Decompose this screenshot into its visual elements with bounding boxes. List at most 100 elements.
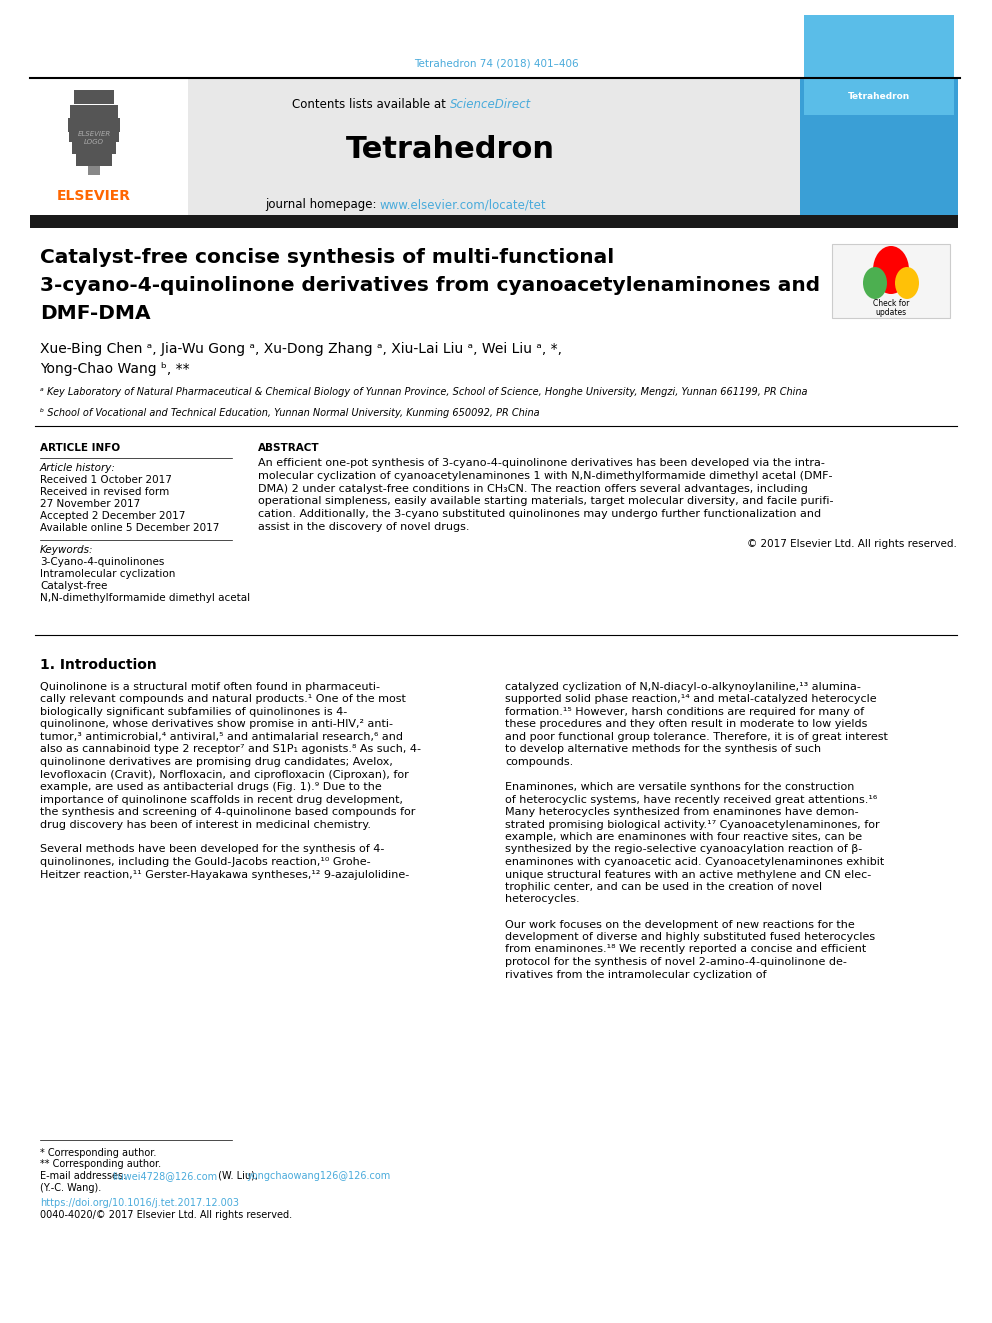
- Text: rivatives from the intramolecular cyclization of: rivatives from the intramolecular cycliz…: [505, 970, 767, 979]
- Text: Tetrahedron: Tetrahedron: [848, 93, 910, 101]
- Bar: [74, 90, 114, 105]
- Text: levofloxacin (Cravit), Norfloxacin, and ciprofloxacin (Ciproxan), for: levofloxacin (Cravit), Norfloxacin, and …: [40, 770, 409, 779]
- Text: drug discovery has been of interest in medicinal chemistry.: drug discovery has been of interest in m…: [40, 819, 371, 830]
- Bar: [88, 155, 100, 175]
- Bar: [68, 118, 120, 132]
- Text: to develop alternative methods for the synthesis of such: to develop alternative methods for the s…: [505, 745, 821, 754]
- Text: development of diverse and highly substituted fused heterocycles: development of diverse and highly substi…: [505, 931, 875, 942]
- Text: * Corresponding author.: * Corresponding author.: [40, 1148, 157, 1158]
- Text: Enaminones, which are versatile synthons for the construction: Enaminones, which are versatile synthons…: [505, 782, 854, 792]
- Text: 3-cyano-4-quinolinone derivatives from cyanoacetylenaminones and: 3-cyano-4-quinolinone derivatives from c…: [40, 277, 820, 295]
- Bar: [70, 105, 118, 119]
- Text: quinolinones, including the Gould-Jacobs reaction,¹⁰ Grohe-: quinolinones, including the Gould-Jacobs…: [40, 857, 371, 867]
- Circle shape: [863, 267, 887, 299]
- Text: Tetrahedron 74 (2018) 401–406: Tetrahedron 74 (2018) 401–406: [414, 58, 578, 67]
- Text: © 2017 Elsevier Ltd. All rights reserved.: © 2017 Elsevier Ltd. All rights reserved…: [747, 538, 957, 549]
- Text: also as cannabinoid type 2 receptor⁷ and S1P₁ agonists.⁸ As such, 4-: also as cannabinoid type 2 receptor⁷ and…: [40, 745, 421, 754]
- Text: trophilic center, and can be used in the creation of novel: trophilic center, and can be used in the…: [505, 882, 822, 892]
- Text: molecular cyclization of cyanoacetylenaminones 1 with N,N-dimethylformamide dime: molecular cyclization of cyanoacetylenam…: [258, 471, 832, 480]
- Text: DMF-DMA: DMF-DMA: [40, 304, 151, 323]
- Text: Accepted 2 December 2017: Accepted 2 December 2017: [40, 511, 186, 521]
- Circle shape: [873, 246, 909, 294]
- Bar: [69, 128, 119, 142]
- Text: the synthesis and screening of 4-quinolinone based compounds for: the synthesis and screening of 4-quinoli…: [40, 807, 416, 818]
- Text: ABSTRACT: ABSTRACT: [258, 443, 319, 452]
- Text: Catalyst-free: Catalyst-free: [40, 581, 107, 591]
- Bar: [30, 216, 958, 228]
- Text: ** Corresponding author.: ** Corresponding author.: [40, 1159, 161, 1170]
- Text: and poor functional group tolerance. Therefore, it is of great interest: and poor functional group tolerance. The…: [505, 732, 888, 742]
- Text: ELSEVIER: ELSEVIER: [57, 189, 131, 202]
- Text: Received 1 October 2017: Received 1 October 2017: [40, 475, 172, 486]
- Text: 27 November 2017: 27 November 2017: [40, 499, 140, 509]
- Bar: [800, 78, 958, 216]
- Bar: [832, 243, 950, 318]
- Text: ᵃ Key Laboratory of Natural Pharmaceutical & Chemical Biology of Yunnan Province: ᵃ Key Laboratory of Natural Pharmaceutic…: [40, 388, 807, 397]
- Text: Keywords:: Keywords:: [40, 545, 93, 556]
- Text: quinolinone, whose derivatives show promise in anti-HIV,² anti-: quinolinone, whose derivatives show prom…: [40, 720, 393, 729]
- Text: supported solid phase reaction,¹⁴ and metal-catalyzed heterocycle: supported solid phase reaction,¹⁴ and me…: [505, 695, 877, 705]
- Text: Contents lists available at: Contents lists available at: [293, 98, 450, 111]
- Text: example, are used as antibacterial drugs (Fig. 1).⁹ Due to the: example, are used as antibacterial drugs…: [40, 782, 382, 792]
- Text: www.elsevier.com/locate/tet: www.elsevier.com/locate/tet: [380, 198, 547, 210]
- Text: cation. Additionally, the 3-cyano substituted quinolinones may undergo further f: cation. Additionally, the 3-cyano substi…: [258, 509, 821, 519]
- Text: Available online 5 December 2017: Available online 5 December 2017: [40, 523, 219, 533]
- Text: 1. Introduction: 1. Introduction: [40, 658, 157, 672]
- Text: strated promising biological activity.¹⁷ Cyanoacetylenaminones, for: strated promising biological activity.¹⁷…: [505, 819, 880, 830]
- Bar: [76, 152, 112, 165]
- Text: catalyzed cyclization of N,N-diacyl-o-alkynoylaniline,¹³ alumina-: catalyzed cyclization of N,N-diacyl-o-al…: [505, 681, 861, 692]
- Bar: [30, 78, 800, 216]
- Text: Xue-Bing Chen ᵃ, Jia-Wu Gong ᵃ, Xu-Dong Zhang ᵃ, Xiu-Lai Liu ᵃ, Wei Liu ᵃ, *,: Xue-Bing Chen ᵃ, Jia-Wu Gong ᵃ, Xu-Dong …: [40, 343, 562, 356]
- Text: cally relevant compounds and natural products.¹ One of the most: cally relevant compounds and natural pro…: [40, 695, 406, 705]
- Text: Quinolinone is a structural motif often found in pharmaceuti-: Quinolinone is a structural motif often …: [40, 681, 380, 692]
- Text: E-mail addresses:: E-mail addresses:: [40, 1171, 130, 1181]
- Text: protocol for the synthesis of novel 2-amino-4-quinolinone de-: protocol for the synthesis of novel 2-am…: [505, 957, 847, 967]
- Text: updates: updates: [875, 308, 907, 318]
- Text: biologically significant subfamilies of quinolinones is 4-: biologically significant subfamilies of …: [40, 706, 347, 717]
- Text: (Y.-C. Wang).: (Y.-C. Wang).: [40, 1183, 101, 1193]
- Text: Our work focuses on the development of new reactions for the: Our work focuses on the development of n…: [505, 919, 855, 930]
- Text: importance of quinolinone scaffolds in recent drug development,: importance of quinolinone scaffolds in r…: [40, 795, 403, 804]
- Text: tumor,³ antimicrobial,⁴ antiviral,⁵ and antimalarial research,⁶ and: tumor,³ antimicrobial,⁴ antiviral,⁵ and …: [40, 732, 403, 742]
- Text: Many heterocycles synthesized from enaminones have demon-: Many heterocycles synthesized from enami…: [505, 807, 859, 818]
- Text: Tetrahedron: Tetrahedron: [345, 135, 555, 164]
- Text: Intramolecular cyclization: Intramolecular cyclization: [40, 569, 176, 579]
- Text: yongchaowang126@126.com: yongchaowang126@126.com: [247, 1171, 391, 1181]
- Text: ᵇ School of Vocational and Technical Education, Yunnan Normal University, Kunmin: ᵇ School of Vocational and Technical Edu…: [40, 407, 540, 418]
- Text: assist in the discovery of novel drugs.: assist in the discovery of novel drugs.: [258, 523, 469, 532]
- Text: unique structural features with an active methylene and CN elec-: unique structural features with an activ…: [505, 869, 871, 880]
- Text: An efficient one-pot synthesis of 3-cyano-4-quinolinone derivatives has been dev: An efficient one-pot synthesis of 3-cyan…: [258, 458, 825, 468]
- Text: journal homepage:: journal homepage:: [265, 198, 380, 210]
- Text: Yong-Chao Wang ᵇ, **: Yong-Chao Wang ᵇ, **: [40, 363, 189, 376]
- Text: compounds.: compounds.: [505, 757, 573, 767]
- Text: Received in revised form: Received in revised form: [40, 487, 170, 497]
- Text: operational simpleness, easily available starting materials, target molecular di: operational simpleness, easily available…: [258, 496, 833, 507]
- Circle shape: [895, 267, 919, 299]
- Text: example, which are enaminones with four reactive sites, can be: example, which are enaminones with four …: [505, 832, 862, 841]
- Text: liuwei4728@126.com: liuwei4728@126.com: [112, 1171, 217, 1181]
- Text: (W. Liu),: (W. Liu),: [215, 1171, 261, 1181]
- Text: ScienceDirect: ScienceDirect: [450, 98, 532, 111]
- Text: Catalyst-free concise synthesis of multi-functional: Catalyst-free concise synthesis of multi…: [40, 247, 614, 267]
- Bar: [72, 140, 116, 153]
- Text: enaminones with cyanoacetic acid. Cyanoacetylenaminones exhibit: enaminones with cyanoacetic acid. Cyanoa…: [505, 857, 884, 867]
- Bar: [30, 78, 188, 216]
- Text: 3-Cyano-4-quinolinones: 3-Cyano-4-quinolinones: [40, 557, 165, 568]
- Text: https://doi.org/10.1016/j.tet.2017.12.003: https://doi.org/10.1016/j.tet.2017.12.00…: [40, 1199, 239, 1208]
- Text: ELSEVIER
LOGO: ELSEVIER LOGO: [77, 131, 111, 144]
- Text: formation.¹⁵ However, harsh conditions are required for many of: formation.¹⁵ However, harsh conditions a…: [505, 706, 864, 717]
- Bar: [804, 15, 954, 115]
- Text: of heterocyclic systems, have recently received great attentions.¹⁶: of heterocyclic systems, have recently r…: [505, 795, 877, 804]
- Text: 0040-4020/© 2017 Elsevier Ltd. All rights reserved.: 0040-4020/© 2017 Elsevier Ltd. All right…: [40, 1211, 292, 1220]
- Text: synthesized by the regio-selective cyanoacylation reaction of β-: synthesized by the regio-selective cyano…: [505, 844, 862, 855]
- Text: DMA) 2 under catalyst-free conditions in CH₃CN. The reaction offers several adva: DMA) 2 under catalyst-free conditions in…: [258, 484, 807, 493]
- Text: Article history:: Article history:: [40, 463, 116, 474]
- Text: ARTICLE INFO: ARTICLE INFO: [40, 443, 120, 452]
- Text: these procedures and they often result in moderate to low yields: these procedures and they often result i…: [505, 720, 867, 729]
- Text: from enaminones.¹⁸ We recently reported a concise and efficient: from enaminones.¹⁸ We recently reported …: [505, 945, 866, 954]
- Text: quinolinone derivatives are promising drug candidates; Avelox,: quinolinone derivatives are promising dr…: [40, 757, 393, 767]
- Text: Several methods have been developed for the synthesis of 4-: Several methods have been developed for …: [40, 844, 384, 855]
- Text: N,N-dimethylformamide dimethyl acetal: N,N-dimethylformamide dimethyl acetal: [40, 593, 250, 603]
- Text: Heitzer reaction,¹¹ Gerster-Hayakawa syntheses,¹² 9-azajulolidine-: Heitzer reaction,¹¹ Gerster-Hayakawa syn…: [40, 869, 410, 880]
- Text: Check for: Check for: [873, 299, 910, 308]
